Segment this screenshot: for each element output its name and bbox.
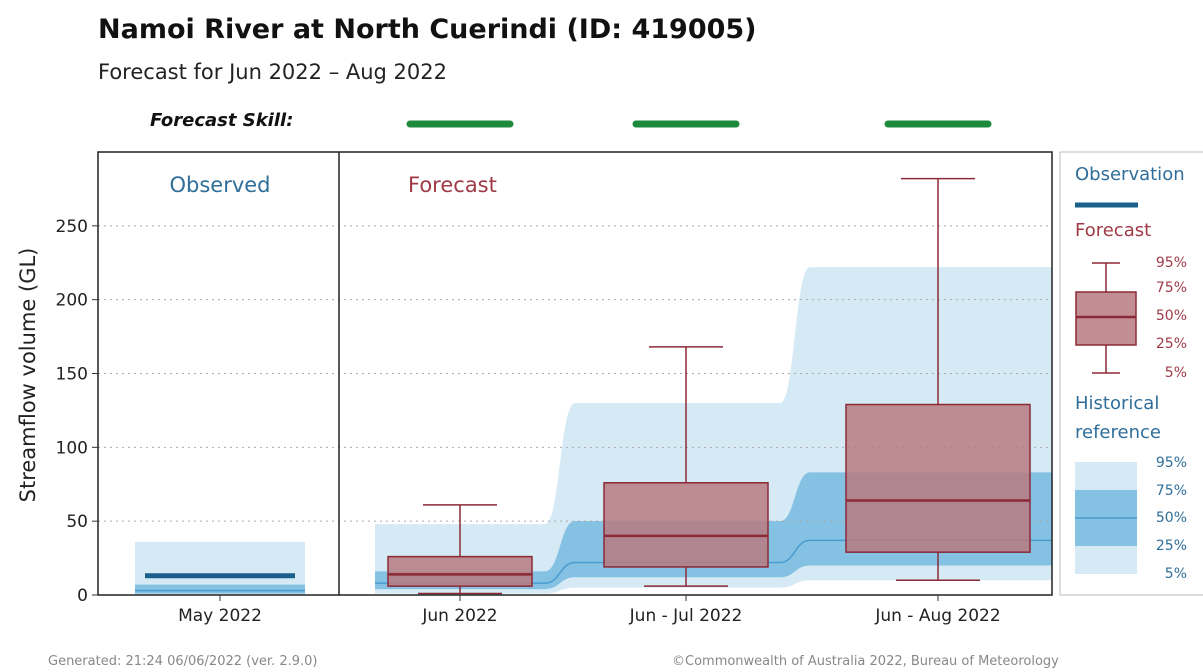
generated-note: Generated: 21:24 06/06/2022 (ver. 2.9.0) — [48, 654, 318, 669]
legend: Observation Forecast 95% 75% 50% 25% 5% Histori… — [1059, 151, 1203, 596]
y-tick-label-150: 150 — [56, 365, 88, 385]
legend-forecast-pct-0: 95% — [1156, 255, 1187, 271]
y-tick-label-250: 250 — [56, 217, 88, 237]
forecast-panel-label: Forecast — [408, 173, 497, 197]
forecast-box-3 — [845, 403, 1031, 553]
legend-hist-pct-0: 95% — [1156, 455, 1187, 471]
legend-forecast-box — [1075, 291, 1137, 346]
forecast-box-2 — [603, 482, 769, 568]
x-tick-label-3: Jun - Aug 2022 — [874, 606, 1000, 626]
legend-forecast-pct-2: 50% — [1156, 308, 1187, 324]
legend-forecast-pct-1: 75% — [1156, 280, 1187, 296]
legend-historical-label-2: reference — [1075, 422, 1161, 443]
legend-forecast-pct-4: 5% — [1165, 365, 1187, 381]
legend-hist-pct-2: 50% — [1156, 510, 1187, 526]
legend-historical-label-1: Historical — [1075, 393, 1159, 414]
copyright-note: ©Commonwealth of Australia 2022, Bureau … — [672, 654, 1059, 669]
y-axis-label: Streamflow volume (GL) — [16, 248, 40, 503]
y-tick-label-0: 0 — [77, 586, 88, 606]
y-tick-label-200: 200 — [56, 291, 88, 311]
observed-hist-inner-band — [135, 584, 305, 594]
x-tick-label-1: Jun 2022 — [421, 606, 497, 626]
y-tick-label-100: 100 — [56, 438, 88, 458]
chart-subtitle: Forecast for Jun 2022 – Aug 2022 — [98, 60, 447, 84]
legend-forecast-label: Forecast — [1075, 220, 1151, 241]
forecast-boxes — [387, 177, 1031, 595]
x-tick-label-0: May 2022 — [178, 606, 262, 626]
legend-forecast-pct-3: 25% — [1156, 336, 1187, 352]
forecast-box-1 — [387, 555, 533, 587]
legend-observation-label: Observation — [1075, 164, 1185, 185]
observed-panel-label: Observed — [169, 173, 270, 197]
x-tick-label-2: Jun - Jul 2022 — [629, 606, 743, 626]
forecast-skill-label: Forecast Skill: — [150, 110, 294, 131]
legend-hist-pct-1: 75% — [1156, 483, 1187, 499]
y-tick-label-50: 50 — [66, 512, 88, 532]
legend-hist-pct-3: 25% — [1156, 538, 1187, 554]
legend-hist-pct-4: 5% — [1165, 566, 1187, 582]
axes: 0 50 100 150 200 250 Observed Forecast May 2022 J… — [16, 173, 1001, 626]
chart-title: Namoi River at North Cuerindi (ID: 41900… — [98, 14, 757, 45]
